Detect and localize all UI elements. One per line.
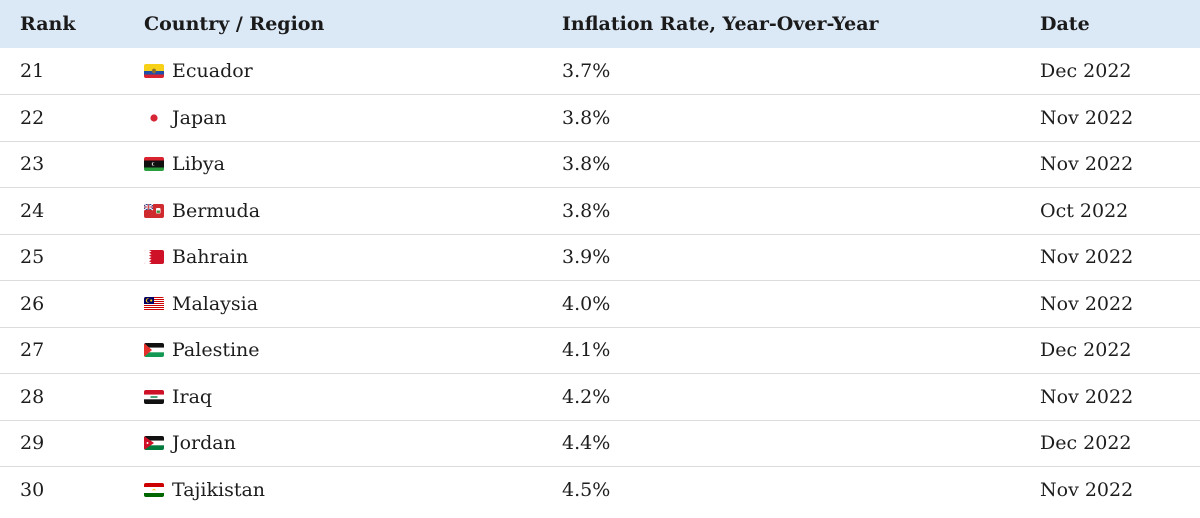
column-header-inflation-rate[interactable]: Inflation Rate, Year-Over-Year <box>562 13 879 35</box>
rank-cell: 24 <box>20 199 45 222</box>
country-name[interactable]: Malaysia <box>172 292 259 315</box>
date-cell: Nov 2022 <box>1040 153 1134 176</box>
country-cell[interactable]: Malaysia <box>130 281 548 328</box>
country-cell[interactable]: Bermuda <box>130 188 548 235</box>
country-name[interactable]: Tajikistan <box>172 479 266 501</box>
table-row: 25 Bahrain 3.9% Nov 2022 <box>0 234 1200 281</box>
bahrain-flag-icon <box>144 250 164 265</box>
inflation-rate-cell: 3.9% <box>562 246 611 269</box>
rank-cell: 26 <box>20 292 45 315</box>
table-row: 21 Ecuador 3.7% Dec 2022 <box>0 48 1200 95</box>
country-name[interactable]: Bermuda <box>172 199 261 222</box>
date-cell: Nov 2022 <box>1040 246 1134 269</box>
country-name[interactable]: Libya <box>172 153 225 176</box>
date-cell: Nov 2022 <box>1040 292 1134 315</box>
country-cell[interactable]: Libya <box>130 141 548 188</box>
date-cell: Dec 2022 <box>1040 60 1132 82</box>
rank-cell: 22 <box>20 106 45 129</box>
rank-cell: 21 <box>20 60 45 82</box>
ecuador-flag-icon <box>144 64 164 78</box>
bermuda-flag-icon <box>144 203 164 218</box>
rank-cell: 29 <box>20 432 45 455</box>
inflation-rate-cell: 3.7% <box>562 60 611 82</box>
rank-cell: 25 <box>20 246 45 269</box>
country-name[interactable]: Palestine <box>172 339 260 362</box>
country-cell[interactable]: Palestine <box>130 327 548 374</box>
palestine-flag-icon <box>144 343 164 358</box>
date-cell: Nov 2022 <box>1040 385 1134 408</box>
country-name[interactable]: Iraq <box>172 385 213 408</box>
country-cell[interactable]: Bahrain <box>130 234 548 281</box>
inflation-rate-cell: 4.5% <box>562 479 611 501</box>
country-cell[interactable]: Ecuador <box>130 48 548 95</box>
country-cell[interactable]: Tajikistan <box>130 467 548 514</box>
table-row: 23 Libya 3.8% Nov 2022 <box>0 141 1200 188</box>
japan-flag-icon <box>144 110 164 125</box>
rank-cell: 27 <box>20 339 45 362</box>
country-cell[interactable]: Jordan <box>130 420 548 467</box>
column-header-rank[interactable]: Rank <box>20 13 76 35</box>
column-header-country[interactable]: Country / Region <box>144 13 325 35</box>
inflation-rate-cell: 4.1% <box>562 339 611 362</box>
header-row: Rank Country / Region Inflation Rate, Ye… <box>0 0 1200 48</box>
iraq-flag-icon <box>144 389 164 404</box>
table-row: 27 Palestine 4.1% Dec 2022 <box>0 327 1200 374</box>
inflation-rate-cell: 4.2% <box>562 385 611 408</box>
table-row: 30 Tajikistan 4.5% Nov 2022 <box>0 467 1200 514</box>
date-cell: Dec 2022 <box>1040 339 1132 362</box>
country-name[interactable]: Jordan <box>172 432 236 455</box>
jordan-flag-icon <box>144 436 164 451</box>
tajikistan-flag-icon <box>144 483 164 497</box>
malaysia-flag-icon <box>144 296 164 311</box>
date-cell: Nov 2022 <box>1040 479 1134 501</box>
table-body: 21 Ecuador 3.7% Dec 2022 22 Japan 3.8% Nov 2022… <box>0 48 1200 513</box>
table-row: 28 Iraq 4.2% Nov 2022 <box>0 374 1200 421</box>
rank-cell: 30 <box>20 479 45 501</box>
column-header-date[interactable]: Date <box>1040 13 1090 35</box>
inflation-rate-cell: 3.8% <box>562 199 611 222</box>
rank-cell: 23 <box>20 153 45 176</box>
country-cell[interactable]: Japan <box>130 95 548 142</box>
table-header: Rank Country / Region Inflation Rate, Ye… <box>0 0 1200 48</box>
date-cell: Nov 2022 <box>1040 106 1134 129</box>
table-row: 22 Japan 3.8% Nov 2022 <box>0 95 1200 142</box>
country-cell[interactable]: Iraq <box>130 374 548 421</box>
inflation-rate-cell: 3.8% <box>562 153 611 176</box>
inflation-rate-cell: 3.8% <box>562 106 611 129</box>
country-name[interactable]: Ecuador <box>172 60 253 82</box>
table-row: 29 Jordan 4.4% Dec 2022 <box>0 420 1200 467</box>
inflation-rate-cell: 4.0% <box>562 292 611 315</box>
country-name[interactable]: Japan <box>172 106 227 129</box>
rank-cell: 28 <box>20 385 45 408</box>
inflation-rate-cell: 4.4% <box>562 432 611 455</box>
date-cell: Dec 2022 <box>1040 432 1132 455</box>
table-row: 24 Bermuda 3.8% Oct 2022 <box>0 188 1200 235</box>
libya-flag-icon <box>144 157 164 172</box>
country-name[interactable]: Bahrain <box>172 246 249 269</box>
date-cell: Oct 2022 <box>1040 199 1129 222</box>
table-row: 26 Malaysia 4.0% Nov 2022 <box>0 281 1200 328</box>
